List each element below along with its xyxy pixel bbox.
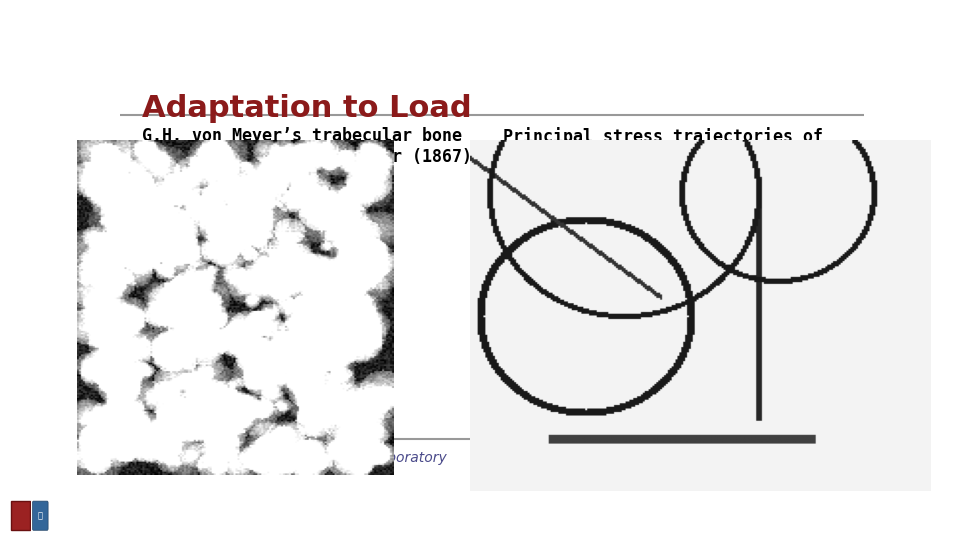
Text: Principal stress trajectories of
Culmann’s crane and human femur
(1870): Principal stress trajectories of Culmann… [503,127,823,188]
Text: McKay Orthopaedic Research Laboratory: McKay Orthopaedic Research Laboratory [163,451,447,465]
Text: ⛨: ⛨ [37,511,43,520]
Text: Adaptation to Load: Adaptation to Load [142,94,472,123]
FancyBboxPatch shape [11,501,30,530]
FancyBboxPatch shape [33,501,48,530]
Text: G.H. von Meyer’s trabecular bone
architecture in human femur (1867): G.H. von Meyer’s trabecular bone archite… [132,127,472,166]
